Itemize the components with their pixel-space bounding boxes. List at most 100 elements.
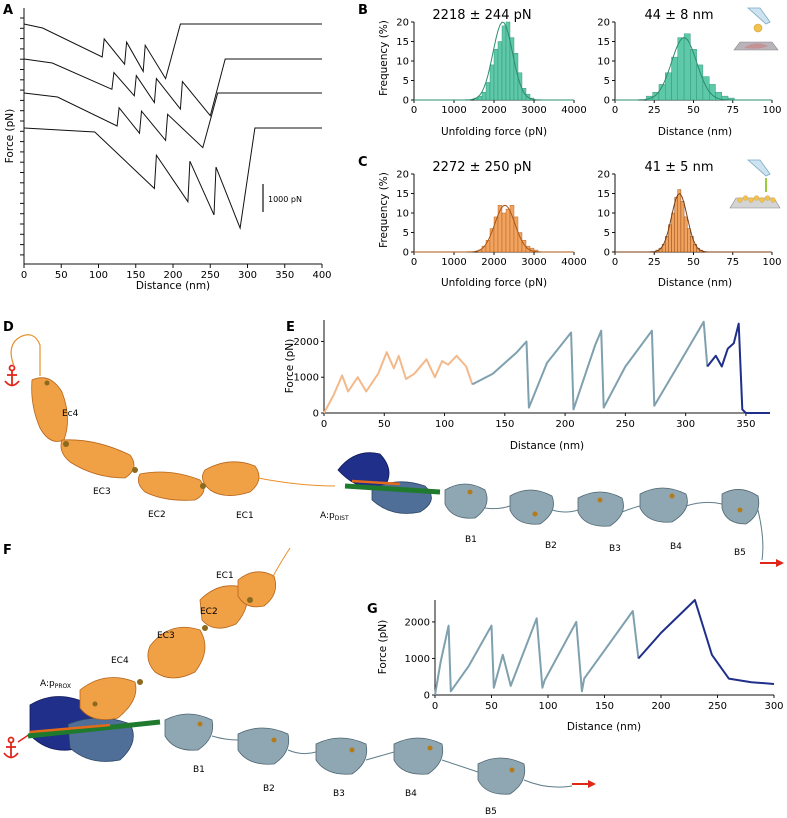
series-line-pilin [706,322,770,414]
domain-ec1 [237,571,277,608]
series-line-pilin [637,599,775,685]
series-line-cadherin [323,351,474,414]
label-ec1: EC1 [216,571,234,581]
domain-b5 [477,757,526,795]
domain-b3 [577,491,624,527]
pull-arrow-icon [572,780,596,788]
y-tick-label: 20 [597,18,610,29]
protein-blob-icon [759,197,765,203]
label-ec1: EC1 [236,511,254,521]
x-tick-label: 250 [616,419,635,430]
hist-bar [517,72,523,101]
x-tick-label: 4000 [561,105,586,116]
panel-c-left-stat: 2272 ± 250 pN [432,160,531,175]
x-tick-label: 400 [312,270,331,281]
hist-bar [677,189,682,253]
x-tick-label: 1000 [441,257,466,268]
force-trace-1 [23,23,322,80]
y-tick-label: 5 [403,76,409,87]
domain-b4 [639,487,688,523]
label-b5: B5 [485,807,497,817]
x-tick-label: 200 [651,701,670,712]
x-tick-label: 50 [687,257,700,268]
label-ec2: EC2 [148,510,166,520]
panel-label-d: D [3,320,14,335]
gaussian-fit-line [414,204,574,253]
histogram-c-left: 0 1000 2000 3000 4000 0 5 10 15 20 [396,170,586,269]
force-trace-2 [23,58,322,117]
x-tick-label: 300 [676,419,695,430]
x-tick-label: 0 [612,105,618,116]
label-chain-prox: A:pPROX [40,679,71,690]
hist-bar [677,37,685,101]
hist-bar [493,49,499,101]
x-tick-label: 150 [595,701,614,712]
afm-tip-icon [746,7,771,25]
panel-b-ylabel: Frequency (%) [378,20,390,96]
force-trace-4 [23,127,322,231]
label-ec3: EC3 [157,631,175,641]
hist-bar [509,37,515,101]
series-line-Bdomains [471,320,709,411]
x-tick-label: 100 [89,270,108,281]
cell-surface-icon [744,43,768,49]
domain-ec2 [137,471,205,501]
hist-bar [671,212,675,253]
label-b2: B2 [263,784,275,794]
x-tick-label: 350 [275,270,294,281]
y-tick-label: 0 [403,96,409,107]
y-tick-label: 20 [597,170,610,181]
y-tick-label: 1000 [294,373,319,384]
anchor-icon [3,736,19,759]
panel-a-traces [23,23,322,231]
y-tick-label: 15 [597,189,610,200]
y-tick-label: 0 [424,691,430,702]
x-tick-label: 200 [163,270,182,281]
panel-label-f: F [3,543,12,558]
b-linkers [211,735,573,788]
hist-bar [485,82,491,101]
n-terminal-linker [271,547,291,579]
label-b2: B2 [545,541,557,551]
x-tick-label: 0 [321,419,327,430]
panel-c: 2272 ± 250 pN 41 ± 5 nm Frequency (%) Un… [378,159,782,289]
hist-bar [517,232,523,253]
protein-blob-icon [753,195,760,201]
histogram-c-right: 0 25 50 75 100 0 5 10 15 20 [597,170,781,269]
label-b4: B4 [405,789,417,799]
x-tick-label: 100 [762,257,781,268]
x-tick-label: 25 [648,257,661,268]
panel-b-left-xlabel: Unfolding force (pN) [441,126,547,138]
label-chain-dist: A:pDIST [320,511,349,522]
panel-e-ylabel: Force (pN) [284,339,296,393]
label-b1: B1 [193,765,205,775]
x-tick-label: 0 [21,270,27,281]
y-tick-label: 10 [396,209,409,220]
series-line-Bdomains [434,610,640,696]
x-tick-label: 0 [411,105,417,116]
panel-c-left-xlabel: Unfolding force (pN) [441,277,547,289]
x-tick-label: 100 [538,701,557,712]
domain-b2 [509,489,554,525]
strand-orange [29,723,111,734]
label-ec3: EC3 [93,487,111,497]
hist-bar [702,76,710,101]
domain-ec1 [202,461,260,496]
gaussian-fit-line [615,37,772,101]
x-tick-label: 350 [736,419,755,430]
y-tick-label: 2000 [294,337,319,348]
hist-bar [674,197,678,253]
x-tick-label: 0 [411,257,417,268]
x-tick-label: 0 [432,701,438,712]
panel-a-xlabel: Distance (nm) [136,280,210,292]
panel-a-x-ticks: 0 50 100 150 200 250 300 350 400 [21,264,332,281]
y-tick-label: 20 [396,18,409,29]
x-tick-label: 2000 [481,257,506,268]
protein-blob-icon [737,197,743,203]
panel-d-structure: Ec4 EC3 EC2 EC1 B1 B2 B3 B4 B5 A:pDIST [4,334,784,567]
panel-c-right-stat: 41 ± 5 nm [644,160,713,175]
afm-tip-icon [746,159,771,177]
panel-label-a: A [3,3,13,18]
y-tick-label: 20 [396,170,409,181]
